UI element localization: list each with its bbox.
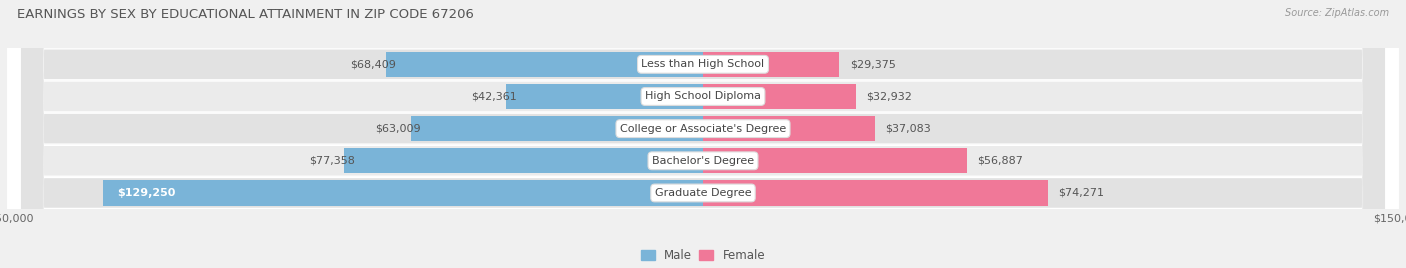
Text: $42,361: $42,361 [471,91,517,102]
Bar [703,116,875,141]
Text: High School Diploma: High School Diploma [645,91,761,102]
Text: $68,409: $68,409 [350,59,396,69]
Text: $74,271: $74,271 [1059,188,1104,198]
Text: Graduate Degree: Graduate Degree [655,188,751,198]
FancyBboxPatch shape [7,0,1399,268]
Text: $56,887: $56,887 [977,156,1024,166]
FancyBboxPatch shape [21,0,1385,268]
Bar [344,148,703,173]
Legend: Male, Female: Male, Female [638,247,768,264]
FancyBboxPatch shape [21,0,1385,268]
FancyBboxPatch shape [21,0,1385,268]
Text: Source: ZipAtlas.com: Source: ZipAtlas.com [1285,8,1389,18]
Text: Less than High School: Less than High School [641,59,765,69]
FancyBboxPatch shape [21,0,1385,268]
Text: $37,083: $37,083 [886,124,931,134]
Text: Bachelor's Degree: Bachelor's Degree [652,156,754,166]
Bar [703,148,967,173]
Bar [411,116,703,141]
FancyBboxPatch shape [7,0,1399,268]
Bar [103,180,703,206]
Bar [703,180,1047,206]
Text: $129,250: $129,250 [117,188,176,198]
FancyBboxPatch shape [7,0,1399,268]
Text: $77,358: $77,358 [309,156,354,166]
FancyBboxPatch shape [7,0,1399,268]
FancyBboxPatch shape [7,0,1399,268]
Bar [385,52,703,77]
Text: EARNINGS BY SEX BY EDUCATIONAL ATTAINMENT IN ZIP CODE 67206: EARNINGS BY SEX BY EDUCATIONAL ATTAINMEN… [17,8,474,21]
Bar [506,84,703,109]
Text: $29,375: $29,375 [849,59,896,69]
Bar [703,84,856,109]
Bar [703,52,839,77]
Text: $63,009: $63,009 [375,124,420,134]
Text: College or Associate's Degree: College or Associate's Degree [620,124,786,134]
Text: $32,932: $32,932 [866,91,912,102]
FancyBboxPatch shape [21,0,1385,268]
